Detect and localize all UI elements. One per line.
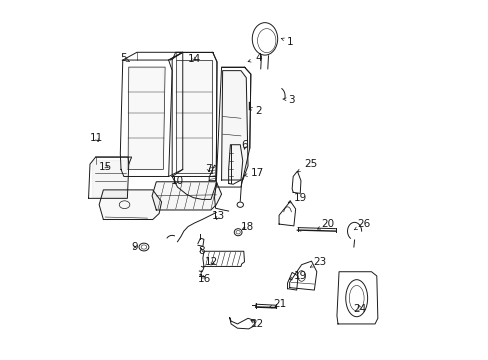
Text: 14: 14: [188, 54, 201, 64]
Text: 11: 11: [90, 133, 103, 143]
Polygon shape: [221, 71, 247, 180]
Text: 25: 25: [297, 159, 316, 172]
Text: 5: 5: [120, 53, 129, 63]
Polygon shape: [152, 182, 221, 210]
Text: 16: 16: [198, 274, 211, 284]
Text: 8: 8: [198, 246, 204, 256]
Text: 22: 22: [249, 319, 263, 329]
Text: 18: 18: [241, 221, 254, 231]
Text: 4: 4: [247, 53, 261, 63]
Text: 17: 17: [244, 168, 264, 178]
Text: 7: 7: [204, 164, 211, 174]
Text: 9: 9: [131, 242, 137, 252]
Polygon shape: [175, 60, 212, 173]
Text: 24: 24: [352, 304, 366, 314]
Polygon shape: [92, 159, 126, 197]
Text: 1: 1: [281, 37, 293, 47]
Text: 13: 13: [212, 211, 225, 221]
Text: 10: 10: [170, 176, 183, 186]
Text: 19: 19: [287, 193, 306, 203]
Text: 21: 21: [269, 299, 286, 309]
Text: 6: 6: [241, 140, 248, 150]
Text: 3: 3: [283, 95, 295, 104]
Text: 2: 2: [249, 106, 261, 116]
Text: 12: 12: [204, 257, 218, 267]
Text: 20: 20: [317, 219, 334, 229]
Text: 19: 19: [289, 271, 306, 281]
Polygon shape: [99, 190, 161, 220]
Polygon shape: [128, 67, 163, 170]
Text: 26: 26: [354, 219, 370, 230]
Text: 23: 23: [310, 257, 326, 267]
Text: 15: 15: [99, 162, 112, 172]
